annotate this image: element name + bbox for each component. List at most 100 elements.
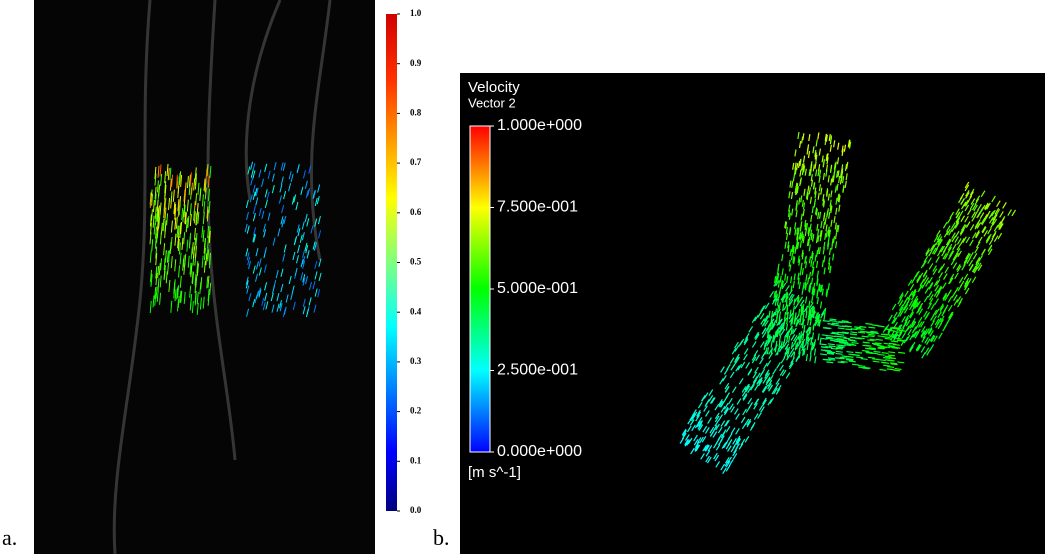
vector-arrow	[815, 313, 818, 321]
vector-arrow	[810, 174, 813, 182]
vector-arrow	[836, 344, 844, 347]
vector-arrow	[942, 252, 948, 260]
vector-arrow	[793, 298, 796, 306]
vector-arrow	[955, 248, 961, 255]
vector-arrow	[936, 233, 942, 241]
vector-arrow	[744, 333, 750, 340]
vector-arrow	[795, 187, 799, 195]
vector-arrow	[798, 197, 801, 205]
vector-arrow	[196, 302, 199, 315]
vector-arrow	[841, 355, 849, 358]
vector-arrow	[764, 302, 770, 310]
vector-arrow	[288, 183, 292, 192]
vector-arrow	[840, 341, 848, 344]
vector-arrow	[845, 173, 848, 181]
vector-arrow	[922, 332, 928, 339]
vector-arrow	[999, 223, 1004, 230]
vector-arrow	[821, 155, 824, 163]
vector-arrow	[801, 136, 804, 144]
vector-arrow	[727, 439, 733, 446]
vector-arrow	[778, 290, 781, 298]
vector-arrow	[788, 227, 792, 235]
vector-arrow	[817, 313, 821, 322]
vector-arrow	[280, 283, 284, 293]
vector-arrow	[808, 134, 811, 142]
vector-arrow	[819, 285, 823, 293]
vector-arrow	[297, 244, 301, 254]
vector-arrow	[769, 291, 775, 298]
vector-arrow	[808, 187, 811, 195]
vector-arrow	[156, 180, 159, 193]
vector-arrow	[801, 199, 805, 207]
vector-arrow	[774, 298, 777, 306]
vector-arrow	[805, 274, 808, 282]
vector-arrow	[981, 226, 987, 234]
vector-arrow	[301, 221, 305, 230]
vector-arrow	[837, 142, 840, 150]
vector-arrow	[150, 269, 153, 282]
vector-arrow	[314, 288, 318, 297]
vector-arrow	[250, 177, 254, 186]
vector-arrow	[770, 321, 774, 329]
vector-arrow	[767, 398, 773, 406]
vector-arrow	[271, 185, 275, 194]
vector-arrow	[750, 382, 756, 389]
vector-arrow	[273, 161, 277, 171]
vector-arrow	[767, 382, 772, 390]
vector-arrow	[898, 351, 906, 354]
colorbar	[386, 14, 397, 511]
vector-arrow	[189, 213, 192, 227]
vector-arrow	[808, 328, 811, 336]
vector-arrow	[951, 232, 956, 240]
vector-arrow	[682, 429, 687, 437]
vector-arrow	[264, 292, 268, 302]
vector-arrow	[909, 333, 914, 341]
vector-arrow	[150, 274, 153, 287]
vector-arrow	[731, 347, 737, 355]
vector-arrow	[787, 330, 790, 338]
vector-arrow	[727, 456, 733, 464]
vector-arrow	[804, 219, 807, 227]
vector-arrow	[723, 408, 729, 416]
vector-arrow	[869, 338, 877, 341]
vector-arrow	[829, 144, 832, 152]
vector-arrow	[754, 332, 760, 339]
vector-arrow	[796, 227, 799, 235]
vector-arrow	[698, 424, 704, 431]
vector-arrow	[300, 186, 304, 196]
vector-arrow	[777, 280, 780, 288]
vector-arrow	[806, 144, 810, 152]
vector-arrow	[825, 230, 828, 238]
vector-arrow	[725, 460, 731, 468]
vector-arrow	[721, 429, 727, 436]
vector-arrow	[255, 197, 259, 206]
vector-arrow	[203, 260, 206, 273]
vector-arrow	[782, 322, 785, 330]
vector-arrow	[924, 347, 930, 355]
vector-arrow	[149, 300, 152, 314]
vector-arrow	[809, 196, 813, 204]
vector-arrow	[801, 233, 804, 242]
vector-arrow	[714, 403, 720, 411]
vector-arrow	[958, 276, 964, 284]
vector-arrow	[949, 273, 955, 281]
vector-arrow	[292, 301, 296, 310]
vector-arrow	[184, 182, 187, 195]
vector-arrow	[887, 326, 892, 334]
vector-arrow	[969, 224, 975, 231]
vector-arrow	[992, 218, 998, 226]
vector-arrow	[833, 162, 837, 170]
vector-arrow	[985, 210, 991, 218]
vector-arrow	[729, 357, 735, 364]
vector-arrow	[796, 294, 800, 302]
vector-arrow	[815, 154, 818, 162]
vector-arrow	[834, 161, 837, 169]
vector-arrow	[701, 395, 706, 402]
vector-arrow	[785, 346, 788, 354]
vector-arrow	[998, 223, 1003, 230]
vector-arrow	[827, 343, 835, 346]
vector-arrow	[828, 345, 836, 348]
vector-arrow	[767, 334, 770, 342]
vector-arrow	[709, 426, 715, 434]
vector-arrow	[278, 195, 282, 204]
